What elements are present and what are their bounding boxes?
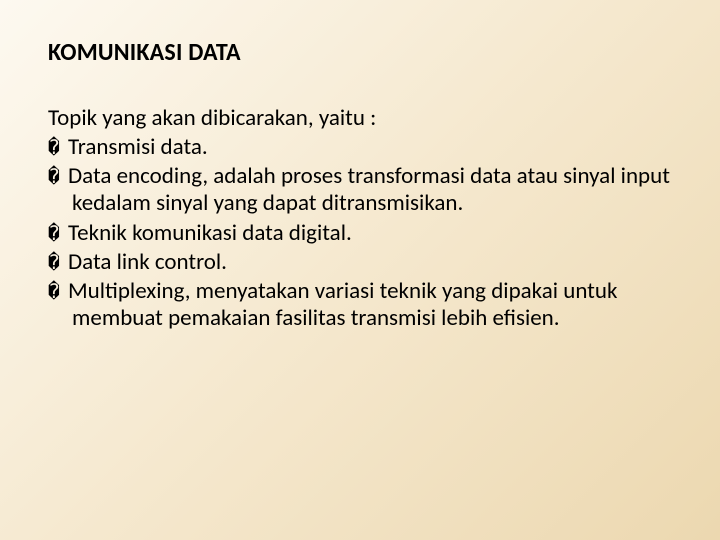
item-text: Transmisi data.	[68, 133, 208, 161]
bullet-icon: �	[48, 222, 68, 246]
list-item: �Transmisi data.	[48, 134, 672, 161]
list-item: �Data encoding, adalah proses transforma…	[48, 163, 672, 217]
item-text: Data encoding, adalah proses transformas…	[68, 162, 670, 217]
list-item: �Data link control.	[48, 249, 672, 276]
bullet-icon: �	[48, 136, 68, 160]
item-text: Multiplexing, menyatakan variasi teknik …	[68, 277, 617, 332]
slide: KOMUNIKASI DATA Topik yang akan dibicara…	[0, 0, 720, 540]
bullet-icon: �	[48, 280, 68, 304]
list-item: �Multiplexing, menyatakan variasi teknik…	[48, 278, 672, 332]
bullet-icon: �	[48, 251, 68, 275]
slide-title: KOMUNIKASI DATA	[48, 38, 672, 67]
bullet-icon: �	[48, 165, 68, 189]
item-text: Teknik komunikasi data digital.	[68, 219, 352, 247]
intro-text: Topik yang akan dibicarakan, yaitu :	[48, 105, 672, 132]
list-item: �Teknik komunikasi data digital.	[48, 220, 672, 247]
item-text: Data link control.	[68, 248, 227, 276]
